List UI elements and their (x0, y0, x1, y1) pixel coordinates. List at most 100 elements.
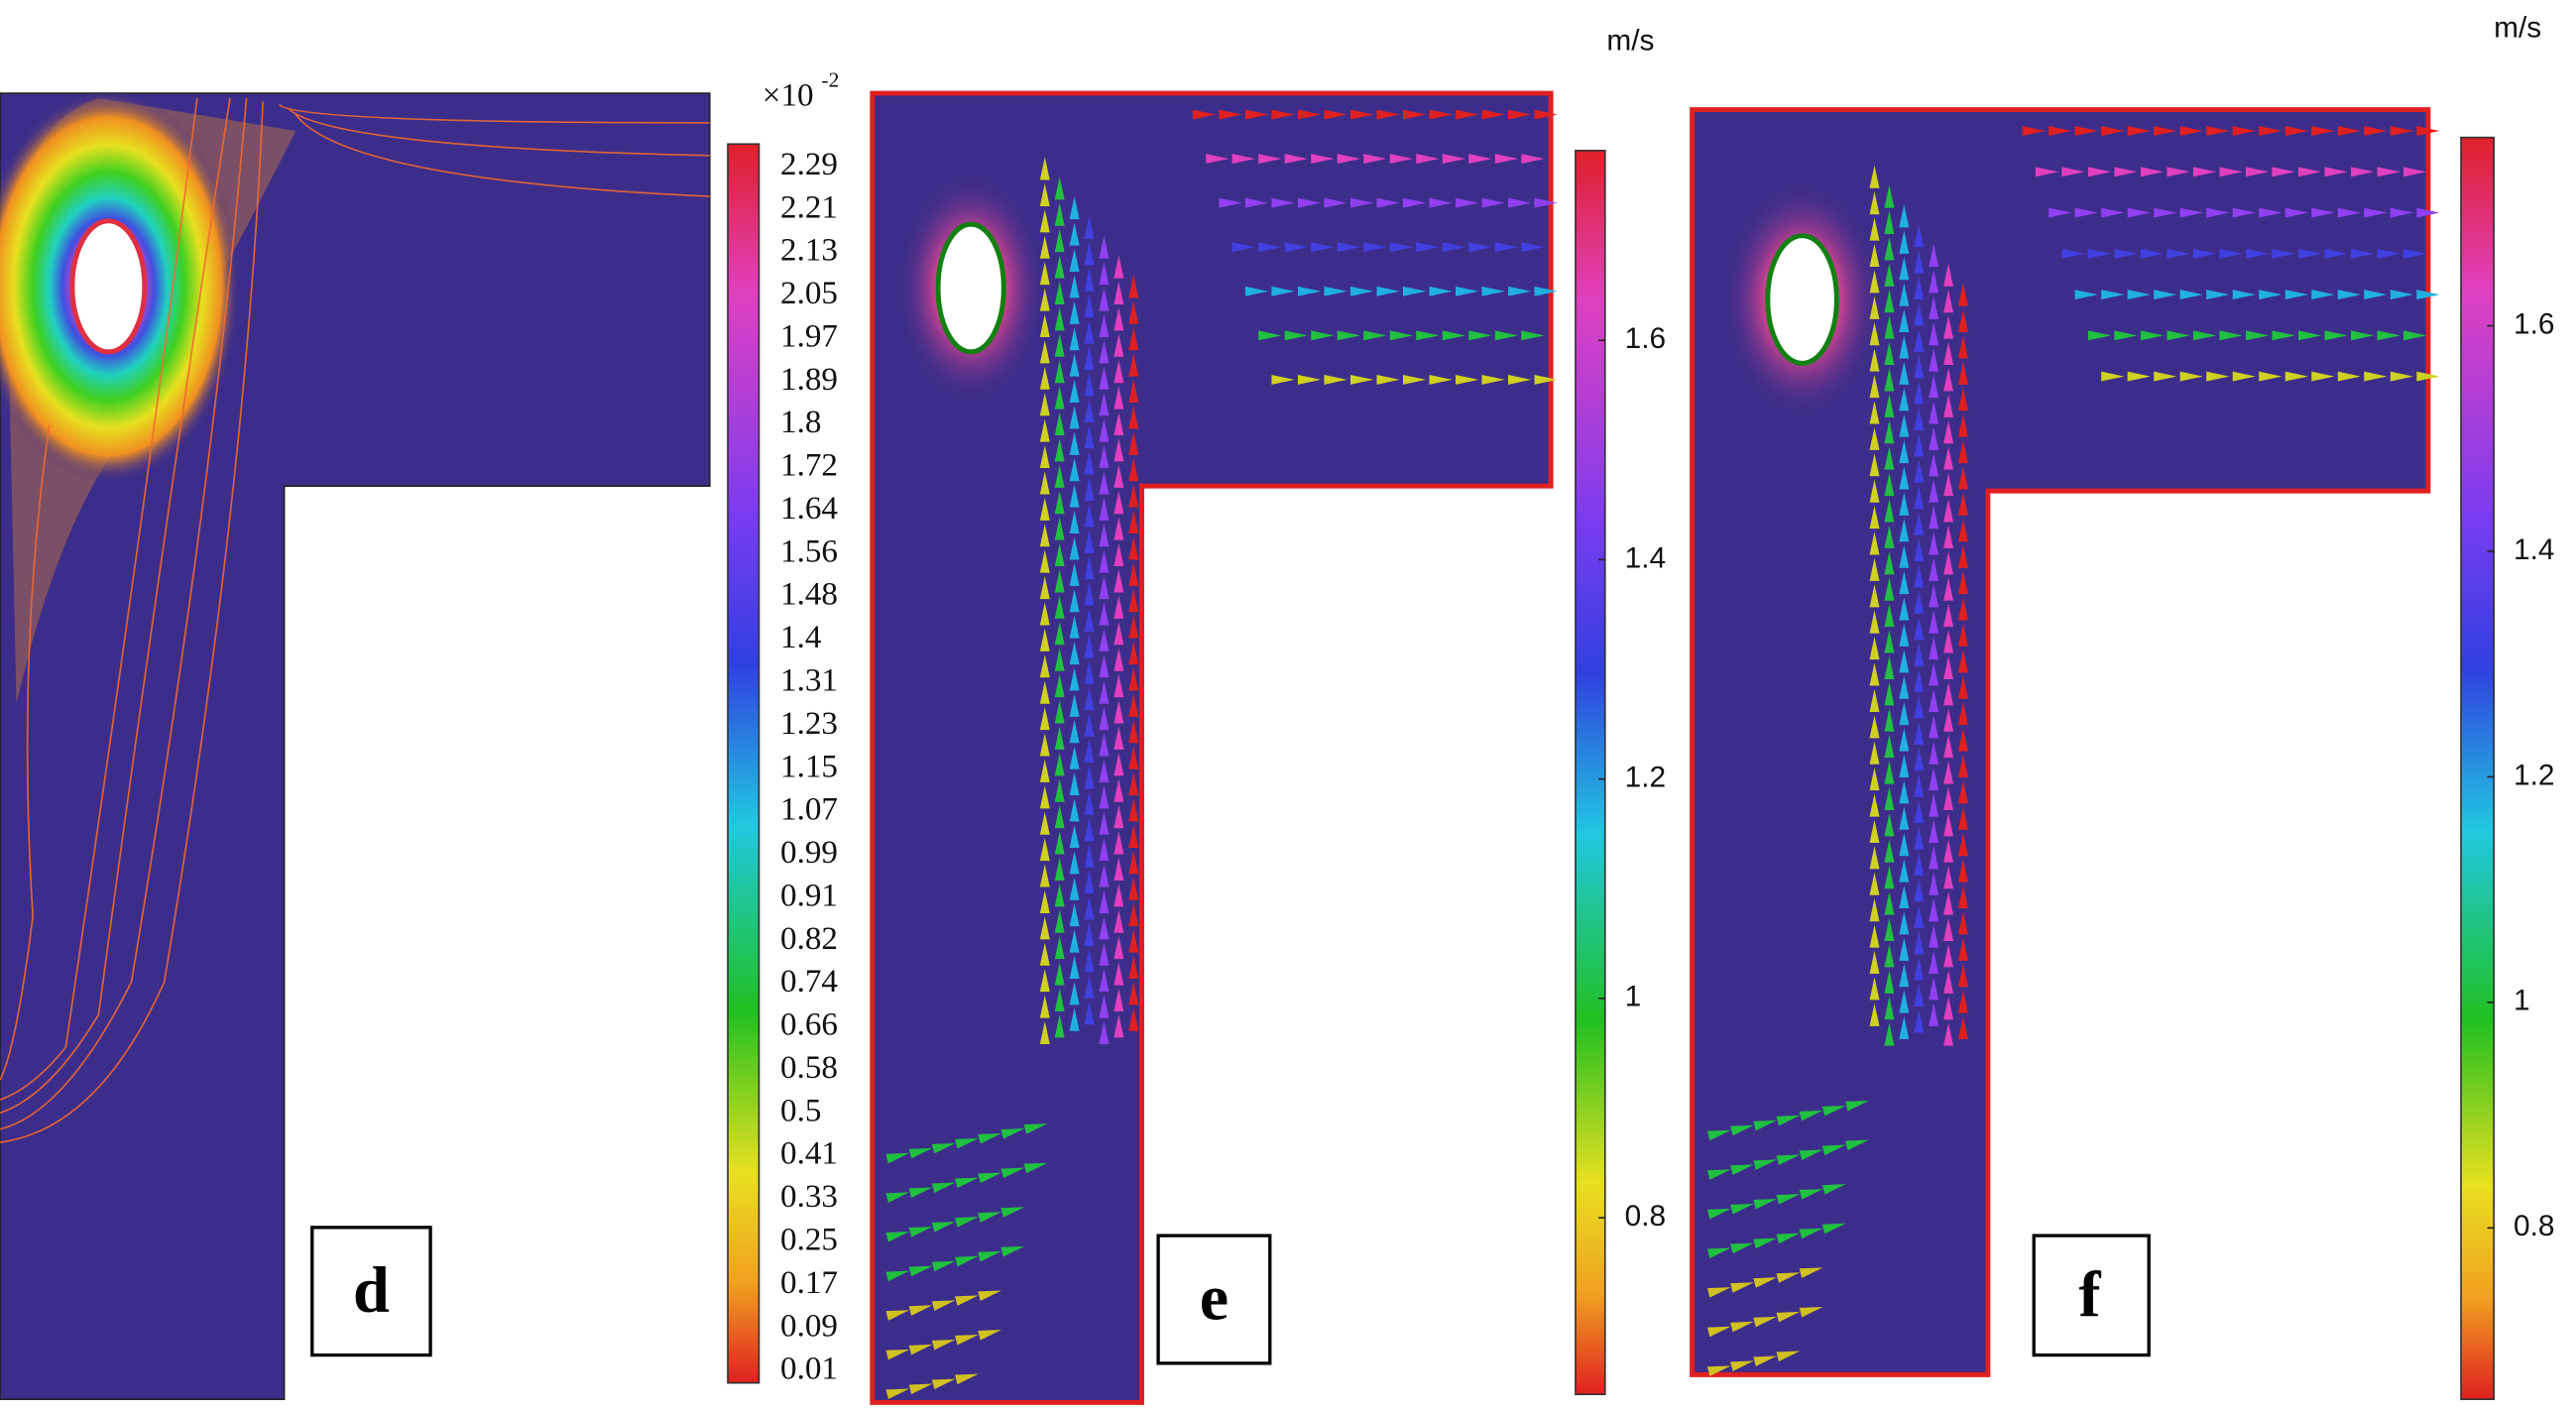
arrow (1039, 680, 1050, 704)
arrow (1099, 366, 1110, 390)
arrow (1899, 388, 1910, 412)
arrow (1084, 922, 1095, 946)
arrow (1069, 327, 1080, 351)
arrow (1099, 340, 1110, 364)
arrow (1084, 844, 1095, 868)
arrow (1943, 917, 1954, 942)
arrow (1054, 202, 1065, 226)
arrow (931, 1222, 956, 1233)
arrow (1753, 1316, 1778, 1328)
arrow (1914, 617, 1925, 641)
arrow (1128, 772, 1139, 796)
arrow (1069, 903, 1080, 927)
arrow (1244, 109, 1269, 120)
arrow (1884, 891, 1895, 915)
arrow (1468, 154, 1492, 165)
arrow (1069, 510, 1080, 534)
arrow (2337, 371, 2361, 382)
arrow (1730, 1203, 1754, 1215)
arrow (1219, 109, 1242, 120)
arrow (2311, 290, 2335, 300)
arrow (1069, 222, 1080, 246)
arrow (1128, 955, 1139, 979)
arrow (1000, 1207, 1025, 1218)
arrow (1099, 602, 1110, 626)
cbar-unit: m/s (2494, 12, 2541, 45)
cbar-tick-label: 0.58 (780, 1050, 838, 1086)
arrow (1899, 283, 1910, 306)
arrow (1899, 937, 1910, 961)
arrow (1069, 982, 1080, 1005)
arrow (1456, 197, 1479, 208)
cbar-unit: m/s (1606, 25, 1654, 58)
arrow (1884, 1022, 1895, 1046)
arrow (1958, 571, 1968, 595)
arrow (1231, 242, 1255, 253)
arrow (2049, 126, 2072, 136)
arrow (1069, 824, 1080, 848)
cbar-exponent: -2 (821, 67, 839, 91)
arrow (1442, 330, 1465, 341)
arrow (1128, 458, 1139, 482)
arrow (1039, 811, 1050, 835)
arrow (2074, 126, 2098, 136)
arrow (1929, 1002, 1939, 1026)
arrow (1958, 623, 1968, 647)
arrow (1884, 866, 1895, 889)
arrow (2049, 207, 2072, 218)
arrow (2232, 207, 2256, 218)
arrow (2179, 290, 2203, 300)
arrow (1429, 286, 1453, 296)
arrow (2192, 330, 2217, 341)
cbar-tick-label: 0.82 (780, 921, 838, 957)
arrow (1113, 857, 1124, 881)
arrow (1128, 798, 1139, 822)
arrow (2179, 207, 2203, 218)
arrow (1929, 322, 1939, 346)
arrow (978, 1172, 1001, 1184)
arrow (2351, 167, 2375, 177)
arrow (1899, 1015, 1910, 1040)
arrow (1324, 109, 1347, 120)
arrow (1084, 713, 1095, 737)
arrow (1113, 491, 1124, 515)
arrow (2416, 290, 2440, 300)
arrow (1363, 330, 1387, 341)
arrow (1128, 589, 1139, 613)
cbar-tick-label: 0.5 (780, 1093, 821, 1128)
arrow (1869, 584, 1880, 608)
arrow (1402, 197, 1427, 208)
arrow (931, 1300, 956, 1311)
arrow (1899, 702, 1910, 726)
arrow (1776, 1272, 1801, 1283)
arrow (1069, 667, 1080, 691)
arrow (1402, 286, 1427, 296)
arrow (1128, 300, 1139, 324)
arrow (1845, 1139, 1869, 1151)
arrow (1884, 761, 1895, 784)
arrow (1442, 154, 1465, 165)
arrow (1914, 564, 1925, 588)
arrow (1914, 250, 1925, 274)
cbar-tick-label: 1.4 (780, 620, 822, 655)
arrow (1084, 477, 1095, 502)
arrow (1958, 308, 1968, 333)
arrow (1884, 263, 1895, 287)
arrow (1113, 648, 1124, 671)
arrow (1099, 680, 1110, 704)
arrow (1929, 950, 1939, 975)
arrow (1128, 406, 1139, 429)
arrow (1128, 615, 1139, 639)
arrow (1442, 242, 1465, 253)
arrow (1054, 753, 1065, 776)
arrow (1069, 379, 1080, 404)
arrow (1845, 1100, 1869, 1112)
arrow (1899, 754, 1910, 777)
arrow (1884, 917, 1895, 942)
arrow (1128, 327, 1139, 351)
arrow (1958, 597, 1968, 621)
arrow (1958, 754, 1968, 777)
arrow (1821, 1105, 1846, 1117)
arrow (2206, 207, 2230, 218)
arrow (1271, 109, 1295, 120)
